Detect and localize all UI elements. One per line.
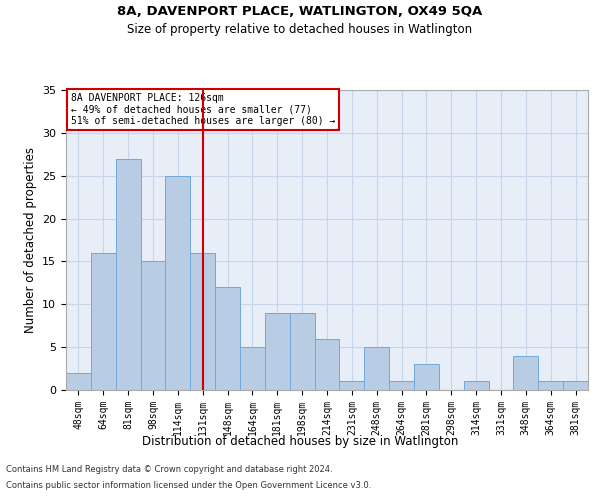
Text: 8A, DAVENPORT PLACE, WATLINGTON, OX49 5QA: 8A, DAVENPORT PLACE, WATLINGTON, OX49 5Q… <box>118 5 482 18</box>
Bar <box>514 356 538 390</box>
Bar <box>538 382 563 390</box>
Bar <box>166 176 190 390</box>
Bar <box>91 253 116 390</box>
Bar <box>389 382 414 390</box>
Text: Contains public sector information licensed under the Open Government Licence v3: Contains public sector information licen… <box>6 480 371 490</box>
Bar <box>314 338 340 390</box>
Bar <box>190 253 215 390</box>
Text: Contains HM Land Registry data © Crown copyright and database right 2024.: Contains HM Land Registry data © Crown c… <box>6 466 332 474</box>
Y-axis label: Number of detached properties: Number of detached properties <box>23 147 37 333</box>
Bar <box>140 262 166 390</box>
Bar <box>563 382 588 390</box>
Bar <box>290 313 314 390</box>
Bar <box>414 364 439 390</box>
Text: 8A DAVENPORT PLACE: 126sqm
← 49% of detached houses are smaller (77)
51% of semi: 8A DAVENPORT PLACE: 126sqm ← 49% of deta… <box>71 93 335 126</box>
Bar <box>66 373 91 390</box>
Bar <box>340 382 364 390</box>
Text: Distribution of detached houses by size in Watlington: Distribution of detached houses by size … <box>142 435 458 448</box>
Bar <box>215 287 240 390</box>
Bar <box>240 347 265 390</box>
Text: Size of property relative to detached houses in Watlington: Size of property relative to detached ho… <box>127 22 473 36</box>
Bar <box>364 347 389 390</box>
Bar <box>464 382 488 390</box>
Bar <box>265 313 290 390</box>
Bar <box>116 158 140 390</box>
